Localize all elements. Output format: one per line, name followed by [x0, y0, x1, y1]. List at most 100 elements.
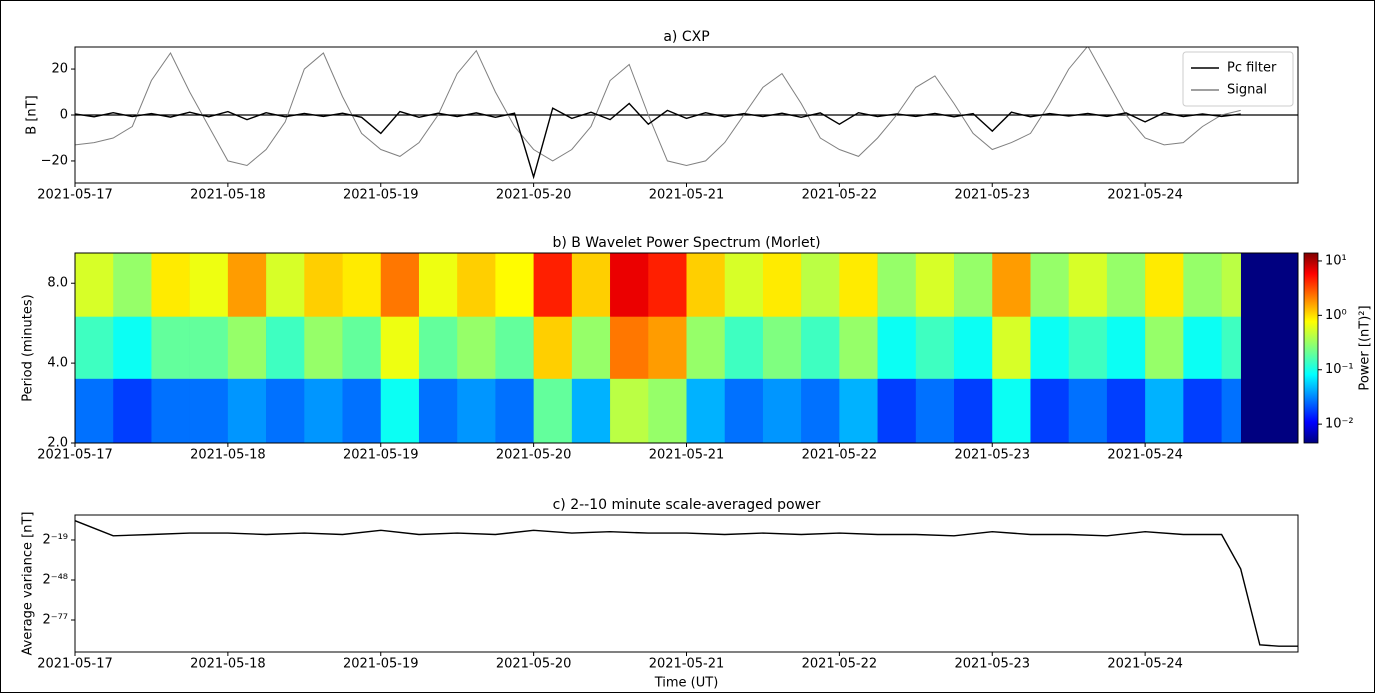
x-tick-label: 2021-05-24 [1107, 448, 1183, 463]
y-tick-label: 0 [60, 108, 68, 123]
heatmap-cell [266, 316, 305, 379]
heatmap-cell [380, 316, 420, 379]
heatmap-cell [304, 316, 343, 379]
legend-label: Pc filter [1227, 61, 1277, 76]
heatmap-cell [1221, 316, 1241, 379]
x-tick-label: 2021-05-20 [496, 657, 572, 672]
y-tick-label: −20 [41, 153, 68, 168]
heatmap-cell [1030, 378, 1069, 444]
heatmap-cell [533, 378, 573, 444]
y-tick-label: 2.0 [47, 436, 68, 451]
y-tick-label: 2⁻⁴⁸ [42, 572, 68, 587]
plot-area [75, 47, 1298, 180]
x-tick-label: 2021-05-21 [649, 448, 725, 463]
heatmap-cell [915, 253, 955, 317]
x-tick-label: 2021-05-20 [496, 188, 572, 203]
y-axis-label: Average variance [nT] [21, 512, 36, 656]
heatmap-cell [227, 378, 267, 444]
colorbar-tick-label: 10⁻¹ [1325, 362, 1354, 377]
heatmap-cell [915, 378, 955, 444]
panel: c) 2--10 minute scale-averaged power 2021… [21, 497, 1299, 691]
y-tick-label: 2⁻⁷⁷ [42, 612, 68, 627]
heatmap-cell [189, 253, 229, 317]
heatmap-cell [1183, 253, 1222, 317]
colorbar-tick-label: 10⁰ [1325, 308, 1347, 323]
heatmap-cell [801, 316, 840, 379]
x-tick-label: 2021-05-22 [802, 188, 878, 203]
y-tick-label: 2⁻¹⁹ [42, 532, 68, 547]
x-tick-label: 2021-05-24 [1107, 657, 1183, 672]
heatmap-cell [762, 316, 802, 379]
heatmap-cell [648, 253, 687, 317]
heatmap-cell [839, 316, 878, 379]
heatmap-cell [151, 378, 190, 444]
x-axis-label: Time (UT) [654, 676, 719, 691]
y-tick-label: 4.0 [47, 356, 68, 371]
heatmap-cell [954, 253, 993, 317]
heatmap-cell [1145, 378, 1184, 444]
heatmap-cell [342, 253, 382, 317]
heatmap-cell [1106, 253, 1146, 317]
heatmap-cell [457, 253, 496, 317]
x-tick-label: 2021-05-18 [190, 188, 266, 203]
heatmap-cell [839, 378, 878, 444]
legend-label: Signal [1227, 83, 1267, 98]
x-tick-label: 2021-05-21 [649, 188, 725, 203]
x-tick-label: 2021-05-17 [37, 657, 113, 672]
series-line [75, 520, 1298, 647]
panel-title: b) B Wavelet Power Spectrum (Morlet) [552, 235, 820, 251]
heatmap-cell [304, 378, 343, 444]
heatmap-cell [151, 316, 190, 379]
heatmap-cell [877, 253, 917, 317]
heatmap-cell [610, 378, 649, 444]
heatmap-cell [724, 378, 764, 444]
x-tick-label: 2021-05-21 [649, 657, 725, 672]
panel-title: a) CXP [663, 29, 709, 45]
heatmap-cell [380, 253, 420, 317]
panel-title: c) 2--10 minute scale-averaged power [553, 497, 821, 513]
series-line [75, 47, 1241, 167]
heatmap-cell [1030, 253, 1069, 317]
series-line [75, 102, 1241, 180]
y-axis-label: B [nT] [25, 95, 40, 134]
heatmap-cell [571, 316, 611, 379]
heatmap-cell [686, 253, 726, 317]
heatmap-cell [648, 378, 687, 444]
heatmap-cell [801, 253, 840, 317]
heatmap-cell [1183, 378, 1222, 444]
y-tick-label: 8.0 [47, 276, 68, 291]
heatmap-cell [457, 378, 496, 444]
heatmap-cell [266, 253, 305, 317]
heatmap-cell [495, 316, 534, 379]
heatmap-cell [533, 316, 573, 379]
heatmap-cell [266, 378, 305, 444]
heatmap-cell [457, 316, 496, 379]
heatmap-cell [1068, 378, 1108, 444]
heatmap-cell [75, 378, 114, 444]
heatmap-cell [839, 253, 878, 317]
x-tick-label: 2021-05-23 [954, 657, 1030, 672]
y-axis-label: Period (minutes) [21, 294, 36, 401]
heatmap-cell [189, 316, 229, 379]
heatmap-cell [610, 253, 649, 317]
heatmap-cell [762, 253, 802, 317]
x-tick-label: 2021-05-17 [37, 188, 113, 203]
heatmap-cell [380, 378, 420, 444]
colorbar-tick-label: 10¹ [1325, 253, 1347, 268]
heatmap-cell [418, 316, 458, 379]
heatmap-cell [304, 253, 343, 317]
heatmap-cell [610, 316, 649, 379]
heatmap-cell [227, 316, 267, 379]
heatmap-cell [189, 378, 229, 444]
heatmap-cell [877, 316, 917, 379]
heatmap-cell [954, 316, 993, 379]
heatmap-cell [1030, 316, 1069, 379]
heatmap-cell [1068, 253, 1108, 317]
heatmap-cell [418, 253, 458, 317]
x-tick-label: 2021-05-23 [954, 448, 1030, 463]
colorbar [1303, 252, 1319, 444]
legend-box [1182, 51, 1294, 107]
x-tick-label: 2021-05-18 [190, 448, 266, 463]
heatmap-cell [992, 378, 1031, 444]
heatmap-cell [648, 316, 687, 379]
